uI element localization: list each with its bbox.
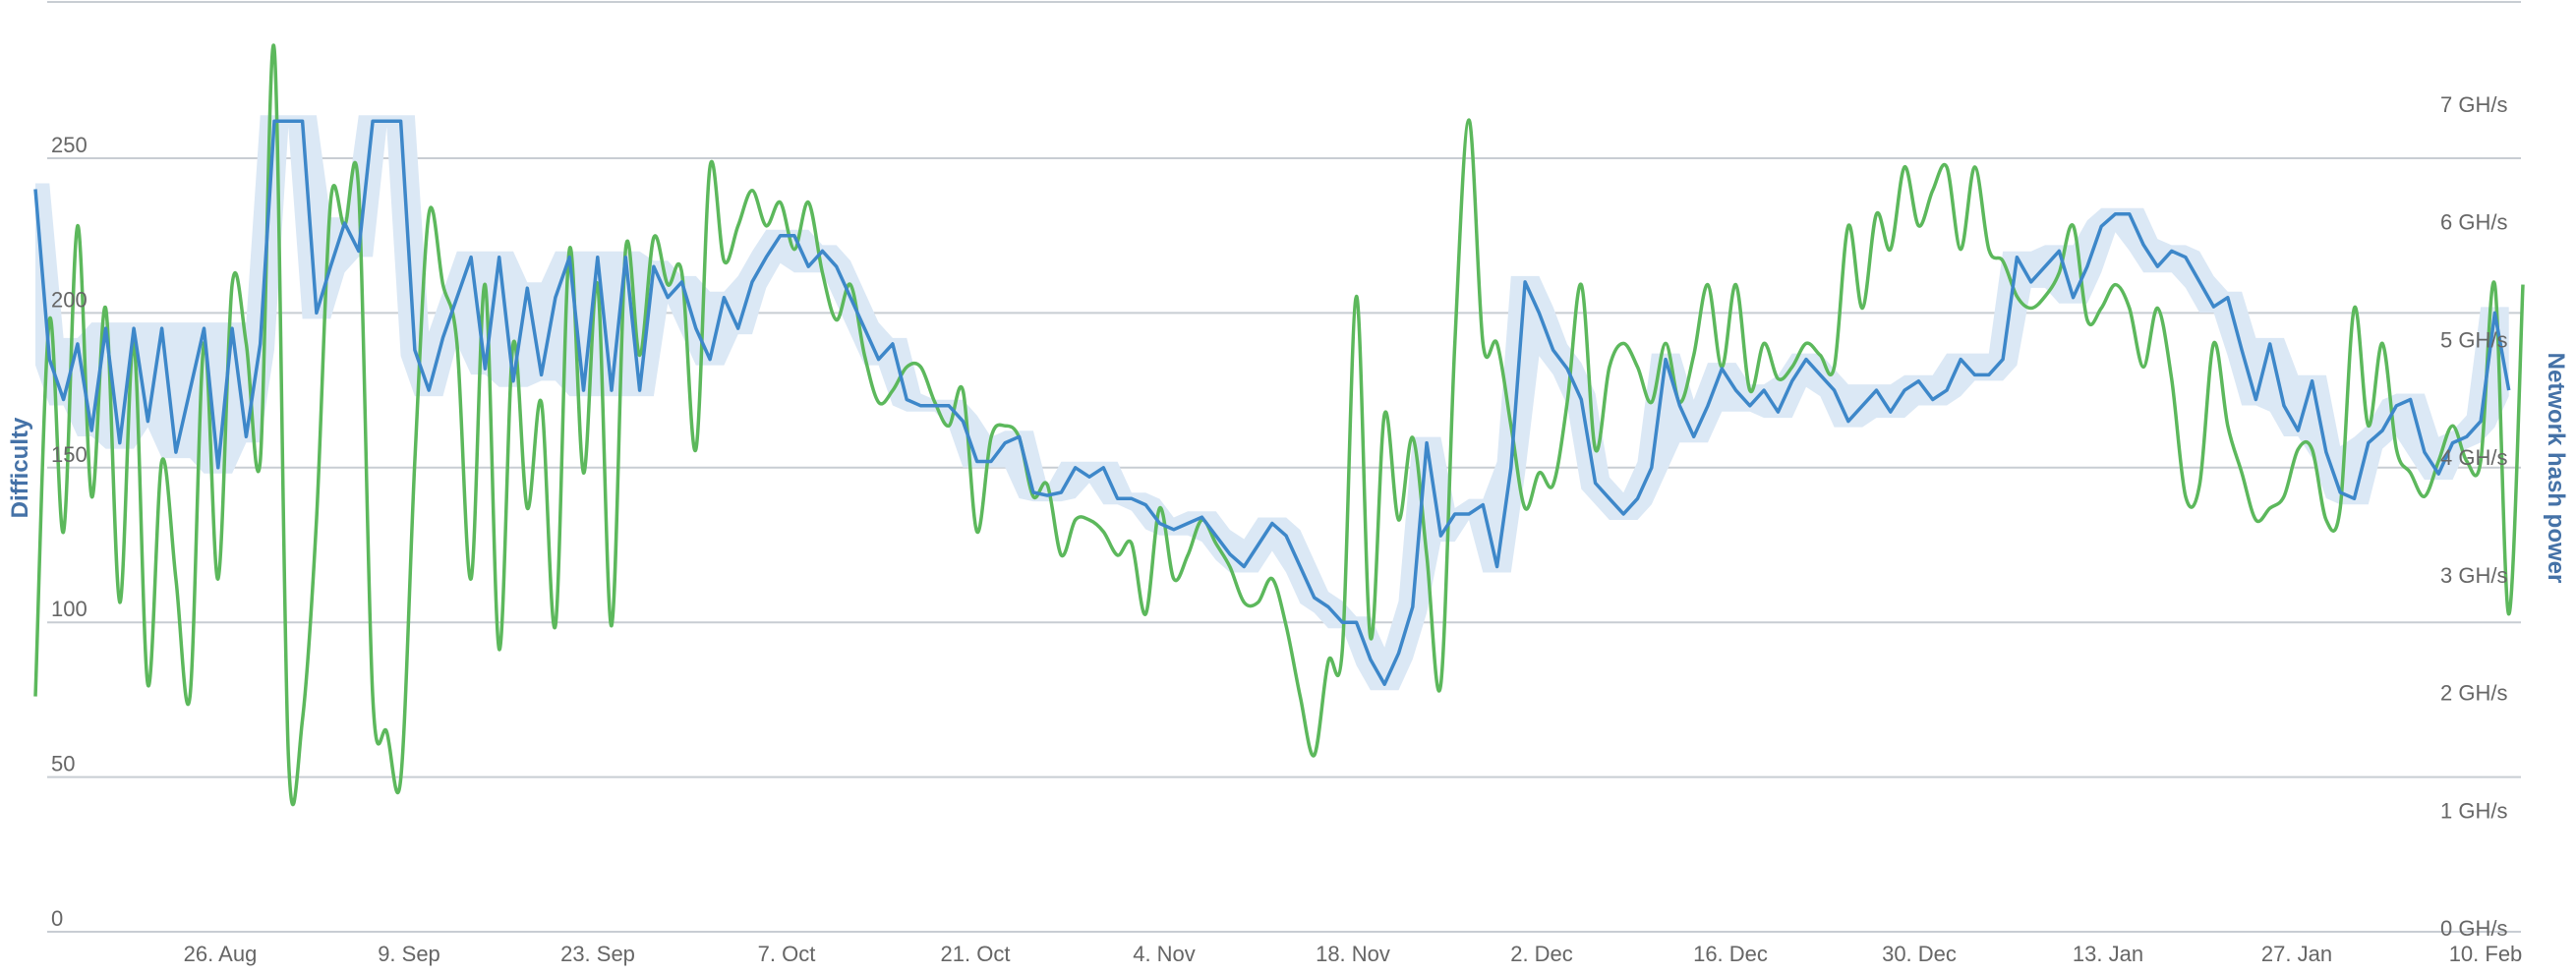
x-tick-label: 16. Dec	[1693, 942, 1768, 966]
x-tick-label: 23. Sep	[560, 942, 635, 966]
difficulty-series-line	[33, 119, 2511, 686]
left-tick-label: 150	[51, 442, 88, 467]
left-tick-label: 200	[51, 287, 88, 312]
right-tick-label: 0 GH/s	[2440, 916, 2507, 941]
right-tick-label: 5 GH/s	[2440, 327, 2507, 352]
left-tick-label: 250	[51, 133, 88, 157]
x-tick-label: 27. Jan	[2261, 942, 2332, 966]
left-tick-label: 50	[51, 752, 75, 776]
x-tick-label: 30. Dec	[1882, 942, 1957, 966]
x-tick-label: 7. Oct	[758, 942, 816, 966]
x-tick-label: 4. Nov	[1133, 942, 1196, 966]
right-tick-label: 6 GH/s	[2440, 210, 2507, 235]
left-tick-label: 0	[51, 906, 63, 931]
right-tick-label: 4 GH/s	[2440, 445, 2507, 470]
right-tick-label: 3 GH/s	[2440, 563, 2507, 588]
left-axis-title: Difficulty	[7, 417, 33, 518]
right-tick-label: 1 GH/s	[2440, 798, 2507, 823]
difficulty-range-band	[35, 115, 2509, 691]
right-tick-label: 2 GH/s	[2440, 681, 2507, 706]
left-axis-tick-labels: 0 50 100 150 200 250	[51, 133, 88, 931]
x-tick-label: 26. Aug	[184, 942, 258, 966]
x-tick-label: 10. Feb	[2449, 942, 2523, 966]
x-axis-tick-labels: 26. Aug 9. Sep 23. Sep 7. Oct 21. Oct 4. Nov 1…	[184, 942, 2523, 966]
right-axis-title: Network hash power	[2543, 353, 2569, 584]
x-tick-label: 13. Jan	[2073, 942, 2143, 966]
x-tick-label: 2. Dec	[1510, 942, 1573, 966]
hashpower-series-line	[33, 43, 2525, 807]
right-tick-label: 7 GH/s	[2440, 92, 2507, 117]
x-tick-label: 9. Sep	[378, 942, 440, 966]
x-tick-label: 18. Nov	[1316, 942, 1390, 966]
right-axis-tick-labels: 0 GH/s 1 GH/s 2 GH/s 3 GH/s 4 GH/s 5 GH/s 6 GH…	[2440, 92, 2507, 941]
x-tick-label: 21. Oct	[941, 942, 1011, 966]
left-tick-label: 100	[51, 597, 88, 621]
